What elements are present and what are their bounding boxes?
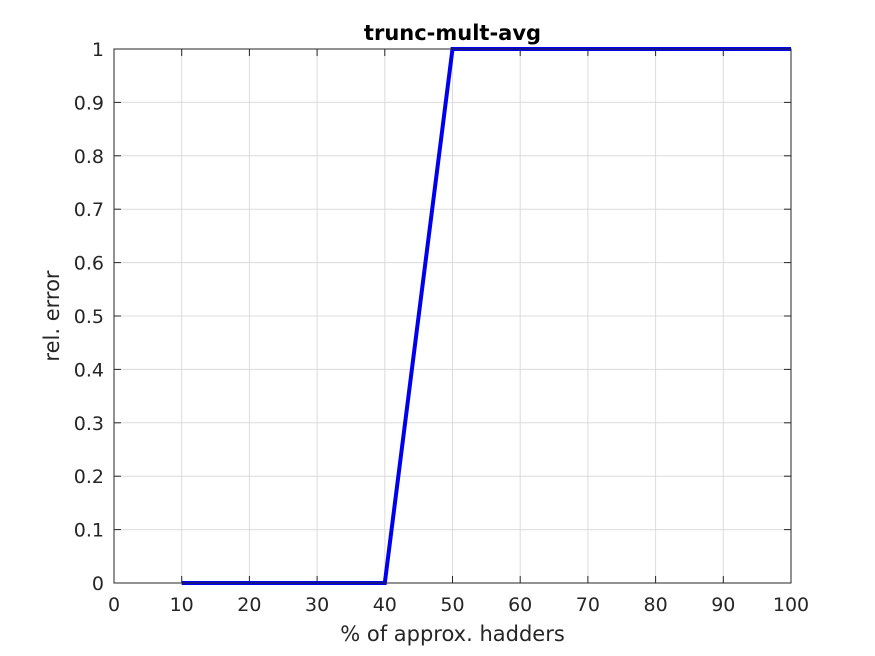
x-tick-labels: 0 10 20 30 40 50 60 70 80 90 100 [108,594,809,616]
x-tick-label: 20 [237,594,261,616]
y-tick-label: 0.6 [74,253,104,275]
x-axis-label: % of approx. hadders [340,622,565,646]
x-tick-label: 10 [170,594,194,616]
x-tick-label: 0 [108,594,120,616]
x-tick-label: 90 [711,594,735,616]
y-tick-label: 0.1 [74,520,104,542]
y-tick-label: 0.8 [74,146,104,168]
x-tick-label: 50 [440,594,464,616]
y-tick-label: 0.7 [74,199,104,221]
y-tick-labels: 0 0.1 0.2 0.3 0.4 0.5 0.6 0.7 0.8 0.9 1 [74,39,104,595]
x-tick-label: 70 [576,594,600,616]
y-tick-label: 0.2 [74,466,104,488]
y-tick-label: 0.4 [74,359,104,381]
x-tick-label: 40 [373,594,397,616]
x-tick-label: 100 [773,594,809,616]
plot-border [113,48,792,584]
y-tick-label: 0.3 [74,413,104,435]
x-tick-label: 60 [508,594,532,616]
y-tick-label: 1 [92,39,104,61]
chart-title: trunc-mult-avg [364,21,541,45]
y-axis-label: rel. error [40,270,64,361]
y-tick-label: 0 [92,573,104,595]
x-tick-label: 30 [305,594,329,616]
x-tick-label: 80 [644,594,668,616]
y-tick-label: 0.9 [74,92,104,114]
y-tick-label: 0.5 [74,306,104,328]
